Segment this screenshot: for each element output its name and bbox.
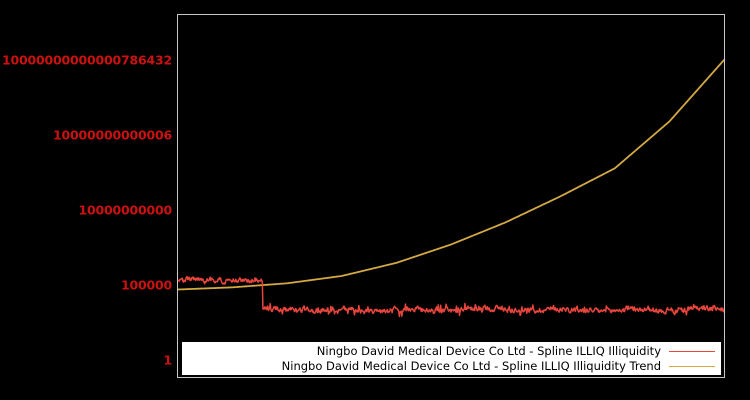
y-tick-label: 1 — [163, 352, 173, 368]
plot-area — [177, 14, 725, 378]
y-tick-label: 100000 — [121, 277, 172, 293]
legend-entry: Ningbo David Medical Device Co Ltd - Spl… — [182, 344, 715, 359]
legend-entry: Ningbo David Medical Device Co Ltd - Spl… — [182, 359, 715, 374]
y-axis-tick-labels: 10000000000000786432 10000000000006 1000… — [0, 0, 172, 400]
chart-canvas — [178, 59, 724, 318]
y-tick-label: 10000000000000786432 — [2, 52, 172, 68]
legend-swatch-trend — [669, 365, 715, 367]
legend-label: Ningbo David Medical Device Co Ltd - Spl… — [316, 344, 661, 358]
plot-clip — [178, 15, 724, 377]
chart-legend: Ningbo David Medical Device Co Ltd - Spl… — [181, 341, 722, 376]
y-tick-label: 10000000000006 — [53, 127, 172, 143]
legend-swatch-illiquidity — [669, 350, 715, 352]
trend-line-series — [178, 59, 724, 291]
illiquidity-line-series — [178, 275, 724, 318]
y-tick-label: 10000000000 — [78, 202, 173, 218]
legend-label: Ningbo David Medical Device Co Ltd - Spl… — [281, 359, 661, 373]
